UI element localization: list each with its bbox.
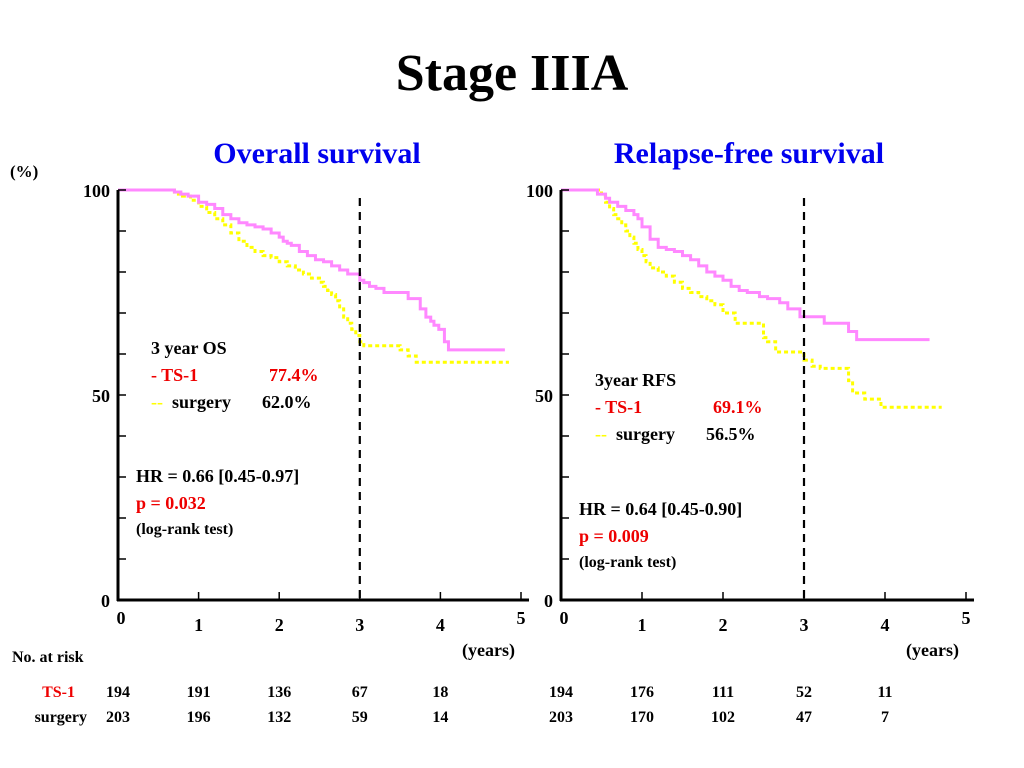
y-tick-label: 0 xyxy=(101,591,110,611)
surgery-at-risk-value: 203 xyxy=(549,709,573,726)
os-x-axis-unit: (years) xyxy=(462,640,515,661)
rfs-surgery-value: 56.5% xyxy=(706,424,756,444)
os-ts1-value: 77.4% xyxy=(269,365,319,385)
y-tick-label: 100 xyxy=(526,181,553,201)
surgery-at-risk-value: 132 xyxy=(267,709,291,726)
x-tick-label: 2 xyxy=(719,615,728,635)
os-stat-title: 3 year OS xyxy=(151,338,227,358)
x-tick-label: 3 xyxy=(355,615,364,635)
y-tick-label: 50 xyxy=(92,386,110,406)
x-tick-label: 5 xyxy=(517,608,526,628)
rfs-ts1-value: 69.1% xyxy=(713,397,763,417)
os-at-risk-table: 194 191 136 67 18 203 196 132 59 14 xyxy=(106,684,448,726)
rfs-stat-title: 3year RFS xyxy=(595,370,676,390)
x-tick-label: 5 xyxy=(962,608,971,628)
surgery-at-risk-value: 59 xyxy=(352,709,368,726)
os-ts1-label: - TS-1 xyxy=(151,365,198,385)
x-tick-label: 0 xyxy=(117,608,126,628)
rfs-p-value: p = 0.009 xyxy=(579,526,649,546)
rfs-chart-title: Relapse-free survival xyxy=(614,137,884,170)
x-tick-label: 2 xyxy=(275,615,284,635)
surgery-at-risk-value: 196 xyxy=(187,709,211,726)
x-tick-label: 4 xyxy=(881,615,890,635)
x-tick-label: 1 xyxy=(638,615,647,635)
y-tick-label: 50 xyxy=(535,386,553,406)
slide-title: Stage IIIA xyxy=(396,45,629,102)
rfs-surgery-label: surgery xyxy=(616,424,675,444)
rfs-curves xyxy=(561,188,942,409)
y-tick-label: 100 xyxy=(83,181,110,201)
rfs-ticks: 0 50 100 0 1 2 3 4 5 xyxy=(526,181,971,635)
ts1-at-risk-value: 52 xyxy=(796,684,812,701)
ts1-at-risk-value: 194 xyxy=(549,684,573,701)
rfs-ts1-label: - TS-1 xyxy=(595,397,642,417)
ts1-at-risk-value: 67 xyxy=(352,684,368,701)
rfs-test-name: (log-rank test) xyxy=(579,554,676,571)
os-hazard-ratio: HR = 0.66 [0.45-0.97] xyxy=(136,466,299,486)
surgery-at-risk-value: 203 xyxy=(106,709,130,726)
ts1-at-risk-value: 191 xyxy=(187,684,211,701)
surgery-at-risk-value: 47 xyxy=(796,709,812,726)
rfs-x-axis-unit: (years) xyxy=(906,640,959,661)
os-surgery-dash: -- xyxy=(151,392,163,412)
os-test-name: (log-rank test) xyxy=(136,521,233,538)
os-ticks: 0 50 100 0 1 2 3 4 5 xyxy=(83,181,526,635)
os-curves xyxy=(118,188,509,364)
rfs-hazard-ratio-block: HR = 0.64 [0.45-0.90] p = 0.009 (log-ran… xyxy=(579,499,742,571)
surgery-at-risk-value: 14 xyxy=(432,709,448,726)
ts1-at-risk-value: 194 xyxy=(106,684,130,701)
ts1-at-risk-value: 11 xyxy=(877,684,892,701)
x-tick-label: 0 xyxy=(560,608,569,628)
surgery-survival-curve xyxy=(118,188,509,364)
ts1-survival-curve xyxy=(118,188,505,352)
surgery-at-risk-value: 102 xyxy=(711,709,735,726)
at-risk-surgery-label: surgery xyxy=(35,709,87,726)
x-tick-label: 4 xyxy=(436,615,445,635)
x-tick-label: 1 xyxy=(194,615,203,635)
os-three-year-stats: 3 year OS - TS-1 77.4% -- surgery 62.0% xyxy=(151,338,319,412)
ts1-at-risk-value: 136 xyxy=(267,684,291,701)
rfs-three-year-stats: 3year RFS - TS-1 69.1% -- surgery 56.5% xyxy=(595,370,763,444)
y-axis-unit-label: (%) xyxy=(10,162,38,181)
os-chart: 0 50 100 0 1 2 3 4 5 xyxy=(83,181,529,635)
rfs-axes xyxy=(559,189,974,602)
rfs-chart: 0 50 100 0 1 2 3 4 5 xyxy=(526,181,974,635)
x-tick-label: 3 xyxy=(800,615,809,635)
ts1-survival-curve xyxy=(561,188,930,342)
os-surgery-label: surgery xyxy=(172,392,231,412)
y-tick-label: 0 xyxy=(544,591,553,611)
os-surgery-value: 62.0% xyxy=(262,392,312,412)
rfs-hazard-ratio: HR = 0.64 [0.45-0.90] xyxy=(579,499,742,519)
surgery-at-risk-value: 170 xyxy=(630,709,654,726)
at-risk-ts1-label: TS-1 xyxy=(42,684,75,701)
ts1-at-risk-value: 18 xyxy=(432,684,448,701)
ts1-at-risk-value: 111 xyxy=(712,684,734,701)
os-chart-title: Overall survival xyxy=(213,137,420,170)
os-hazard-ratio-block: HR = 0.66 [0.45-0.97] p = 0.032 (log-ran… xyxy=(136,466,299,538)
ts1-at-risk-value: 176 xyxy=(630,684,654,701)
surgery-at-risk-value: 7 xyxy=(881,709,889,726)
rfs-at-risk-table: 194 176 111 52 11 203 170 102 47 7 xyxy=(549,684,893,726)
surgery-survival-curve xyxy=(561,188,942,409)
rfs-surgery-dash: -- xyxy=(595,424,607,444)
os-p-value: p = 0.032 xyxy=(136,493,206,513)
at-risk-header: No. at risk xyxy=(12,649,84,666)
os-axes xyxy=(116,189,529,602)
